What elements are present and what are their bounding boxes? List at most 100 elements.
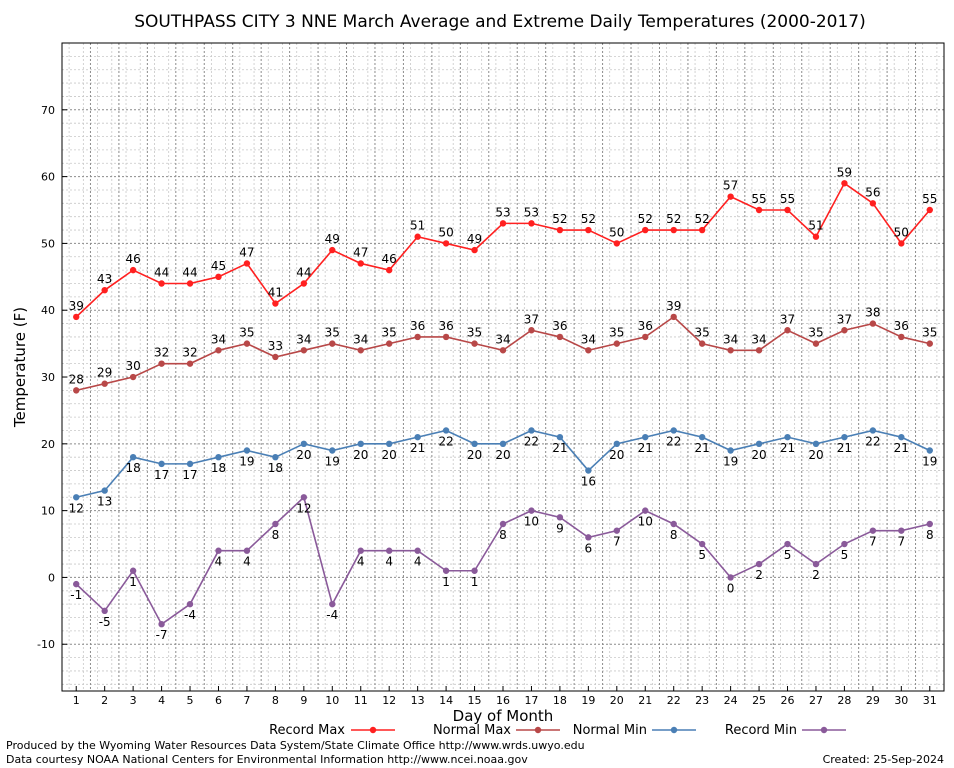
record-max-point <box>898 240 905 247</box>
normal-min-point <box>727 447 734 454</box>
record-min-data-label: 4 <box>243 555 251 569</box>
normal-min-point <box>357 440 364 448</box>
normal-min-data-label: 22 <box>524 434 539 448</box>
x-tick-label: 24 <box>724 694 738 707</box>
normal-min-point <box>300 440 308 448</box>
normal-min-point <box>556 433 564 441</box>
normal-max-data-label: 36 <box>438 319 453 333</box>
record-max-point <box>926 206 933 214</box>
record-min-data-label: 8 <box>272 528 280 542</box>
record-max-point <box>556 226 564 234</box>
normal-min-point <box>585 467 592 474</box>
record-min-point <box>841 540 848 548</box>
x-tick-label: 1 <box>73 694 80 707</box>
record-max-data-label: 51 <box>410 219 425 233</box>
record-max-data-label: 51 <box>808 219 823 233</box>
record-min-data-label: -7 <box>156 628 168 642</box>
record-max-point <box>442 240 450 247</box>
x-tick-label: 6 <box>215 694 222 707</box>
normal-min-point <box>698 433 706 441</box>
x-tick-label: 9 <box>300 694 307 707</box>
normal-min-data-label: 22 <box>666 434 681 448</box>
y-tick-label: 70 <box>41 104 55 117</box>
normal-min-data-label: 13 <box>97 495 112 509</box>
normal-max-point <box>499 347 507 354</box>
normal-max-data-label: 35 <box>808 326 823 340</box>
record-max-point <box>727 193 734 200</box>
normal-min-point <box>385 440 393 448</box>
record-max-data-label: 46 <box>382 252 397 266</box>
normal-min-point <box>812 440 820 448</box>
record-max-point <box>158 280 165 287</box>
normal-min-data-label: 21 <box>695 441 710 455</box>
record-min-point <box>670 520 677 528</box>
x-tick-label: 20 <box>610 694 624 707</box>
record-max-point <box>613 240 621 247</box>
record-min-point <box>471 567 478 574</box>
record-max-data-label: 53 <box>524 205 539 219</box>
normal-max-data-label: 37 <box>837 312 852 326</box>
record-max-data-label: 47 <box>353 245 368 259</box>
normal-min-data-label: 12 <box>69 501 84 515</box>
record-min-data-label: 5 <box>698 548 706 562</box>
record-min-data-label: -4 <box>184 608 196 622</box>
record-max-data-label: 52 <box>552 212 567 226</box>
record-max-point <box>869 200 877 207</box>
normal-max-data-label: 34 <box>211 332 226 346</box>
record-min-point <box>329 600 336 608</box>
normal-min-data-label: 21 <box>410 441 425 455</box>
normal-min-data-label: 20 <box>353 448 368 462</box>
normal-min-point <box>414 433 421 441</box>
normal-max-point <box>670 313 677 321</box>
record-min-data-label: 1 <box>129 575 137 589</box>
normal-min-point <box>642 433 649 441</box>
record-min-data-label: 6 <box>585 541 593 555</box>
record-min-point <box>898 527 905 534</box>
normal-min-data-label: 19 <box>723 455 738 469</box>
x-axis-title: Day of Month <box>453 707 554 725</box>
record-min-point <box>186 600 194 608</box>
record-min-data-label: 5 <box>784 548 792 562</box>
normal-min-point <box>528 427 535 434</box>
record-min-data-label: 5 <box>841 548 849 562</box>
record-min-point <box>585 534 592 541</box>
record-max-point <box>385 266 393 274</box>
normal-min-point <box>926 447 933 454</box>
normal-max-point <box>755 347 763 354</box>
normal-max-point <box>841 327 848 334</box>
record-max-data-label: 45 <box>211 259 226 273</box>
normal-min-data-label: 19 <box>922 455 937 469</box>
record-min-point <box>556 514 564 521</box>
normal-max-point <box>215 347 222 354</box>
normal-max-point <box>613 340 621 347</box>
record-max-point <box>329 246 336 254</box>
y-tick-label: 20 <box>41 438 55 451</box>
y-tick-label: 60 <box>41 171 55 184</box>
normal-min-point <box>243 447 251 454</box>
normal-min-data-label: 21 <box>780 441 795 455</box>
x-tick-label: 7 <box>243 694 250 707</box>
record-min-data-label: 8 <box>926 528 934 542</box>
record-max-point <box>755 206 763 214</box>
normal-min-data-label: 17 <box>154 468 169 482</box>
y-tick-label: 50 <box>41 237 55 250</box>
normal-max-point <box>926 340 933 347</box>
normal-min-point <box>784 433 791 441</box>
normal-max-data-label: 30 <box>125 359 140 373</box>
normal-max-point <box>898 333 905 341</box>
normal-max-point <box>869 320 877 327</box>
normal-max-data-label: 35 <box>239 326 254 340</box>
normal-min-point <box>471 440 478 448</box>
normal-min-point <box>129 453 137 461</box>
normal-min-data-label: 20 <box>296 448 311 462</box>
record-min-point <box>926 520 933 528</box>
record-min-data-label: -5 <box>99 615 111 629</box>
normal-max-point <box>385 340 393 347</box>
record-min-point <box>243 547 251 554</box>
footer-producer: Produced by the Wyoming Water Resources … <box>6 739 585 752</box>
record-min-point <box>272 520 279 528</box>
record-max-data-label: 50 <box>609 225 624 239</box>
legend-marker-normal-max <box>534 726 542 734</box>
